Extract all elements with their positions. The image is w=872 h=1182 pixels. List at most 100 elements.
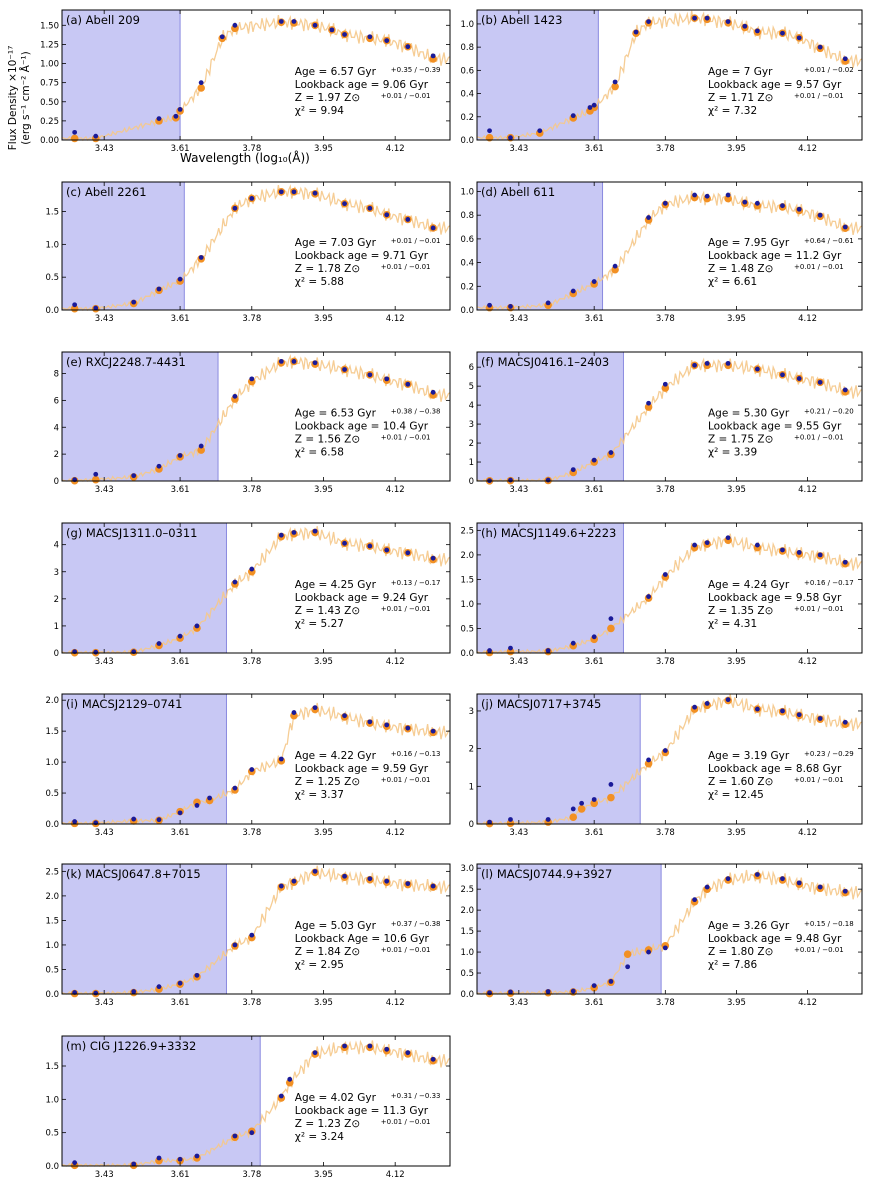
- y-tick-label: 3: [469, 420, 474, 430]
- observed-point: [177, 276, 183, 282]
- fit-point: [70, 304, 79, 313]
- observed-point: [508, 304, 513, 309]
- stat-age-error: +0.13 / −0.17: [391, 579, 441, 587]
- stat-age-error: +0.15 / −0.18: [804, 920, 854, 928]
- stat-age: Age = 6.53 Gyr: [295, 408, 377, 420]
- x-tick-label: 3.43: [509, 828, 528, 838]
- x-tick-label: 3.78: [242, 314, 261, 324]
- y-tick-label: 3.0: [460, 864, 474, 874]
- panel-title: (c) Abell 2261: [66, 185, 147, 199]
- x-tick-label: 3.43: [95, 314, 114, 324]
- observed-point: [312, 22, 318, 28]
- observed-point: [591, 102, 597, 108]
- y-tick-label: 1.5: [45, 208, 59, 218]
- x-tick-label: 3.43: [509, 657, 528, 667]
- observed-point: [646, 757, 651, 763]
- y-tick-label: 0.4: [460, 259, 474, 269]
- stat-age: Age = 7.03 Gyr: [295, 237, 377, 249]
- observed-point: [367, 876, 373, 882]
- x-tick-label: 3.78: [242, 1170, 261, 1180]
- observed-point: [177, 980, 183, 986]
- observed-point: [287, 1076, 293, 1082]
- observed-point: [249, 196, 255, 201]
- observed-point: [312, 868, 318, 874]
- blue-shaded-region: [62, 352, 219, 481]
- stat-lookback: Lookback age = 8.68 Gyr: [708, 763, 842, 775]
- observed-point: [646, 19, 651, 25]
- stat-chi2: χ² = 7.32: [708, 105, 757, 117]
- observed-point: [842, 56, 848, 62]
- observed-point: [725, 19, 731, 25]
- observed-point: [646, 949, 651, 955]
- y-axis-label-line1: Flux Density ×10⁻¹⁷: [7, 46, 19, 151]
- stat-chi2: χ² = 9.94: [295, 105, 344, 117]
- x-tick-label: 3.95: [314, 1170, 333, 1180]
- x-tick-label: 3.95: [314, 657, 333, 667]
- y-tick-label: 0.5: [45, 273, 59, 283]
- x-tick-label: 3.61: [585, 485, 604, 495]
- stat-metallicity: Z = 1.43 Z⊙: [295, 605, 360, 617]
- x-tick-label: 3.78: [242, 828, 261, 838]
- stat-lookback: Lookback age = 11.2 Gyr: [708, 250, 842, 262]
- observed-point: [842, 224, 848, 230]
- observed-point: [405, 725, 411, 731]
- observed-point: [692, 362, 698, 368]
- observed-point: [232, 22, 238, 28]
- fit-point: [607, 793, 615, 802]
- fit-point: [197, 84, 205, 92]
- observed-point: [72, 302, 78, 308]
- plot-frame: [61, 181, 451, 311]
- observed-point: [591, 983, 597, 989]
- stat-age-error: +0.23 / −0.29: [804, 750, 854, 758]
- panel-3: 0.0 0.2 0.4 0.6 0.8 1.0 3.43 3.61 3.78 3.95 4.12 (d…: [460, 181, 863, 324]
- observed-point: [312, 190, 318, 196]
- x-tick-label: 3.95: [727, 485, 746, 495]
- observed-point: [742, 199, 748, 205]
- panel-title: (e) RXCJ2248.7-4431: [66, 355, 186, 369]
- panel-title: (l) MACSJ0744.9+3927: [481, 867, 612, 881]
- stat-age: Age = 4.22 Gyr: [295, 750, 377, 762]
- y-tick-label: 1.50: [40, 21, 59, 31]
- observed-point: [156, 984, 162, 990]
- observed-point: [93, 649, 99, 655]
- observed-point: [796, 376, 802, 381]
- x-tick-label: 3.61: [171, 657, 190, 667]
- y-tick-label: 1.0: [45, 240, 59, 250]
- observed-point: [131, 816, 137, 822]
- panel-9: 0 1 2 3 3.43 3.61 3.78 3.95 4.12 (j) MACSJ0717+37…: [469, 693, 863, 838]
- x-tick-label: 3.95: [727, 314, 746, 324]
- observed-point: [842, 559, 848, 565]
- panel-6: 0 1 2 3 4 3.43 3.61 3.78 3.95 4.12 (g) MACSJ1311.0…: [54, 522, 451, 667]
- stat-lookback: Lookback age = 11.3 Gyr: [295, 1105, 429, 1117]
- y-tick-label: 1.0: [460, 948, 474, 958]
- x-tick-label: 3.95: [314, 485, 333, 495]
- observed-point: [291, 189, 297, 195]
- stat-lookback: Lookback age = 9.71 Gyr: [295, 250, 429, 262]
- observed-point: [430, 225, 436, 231]
- x-tick-label: 3.78: [242, 657, 261, 667]
- x-tick-label: 4.12: [798, 828, 817, 838]
- y-tick-label: 1: [469, 782, 474, 792]
- y-tick-label: 0.25: [40, 117, 59, 127]
- observed-point: [796, 206, 802, 212]
- observed-point: [405, 550, 411, 556]
- panel-2: 0.0 0.5 1.0 1.5 3.43 3.61 3.78 3.95 4.12 (c) Abel…: [45, 181, 451, 324]
- x-tick-label: 3.61: [171, 144, 190, 154]
- x-tick-label: 3.95: [314, 828, 333, 838]
- observed-point: [754, 542, 760, 548]
- stat-chi2: χ² = 2.95: [295, 959, 344, 971]
- y-tick-label: 0.0: [45, 1162, 59, 1172]
- observed-point: [194, 623, 200, 629]
- y-tick-label: 0.0: [460, 649, 474, 659]
- observed-point: [591, 634, 597, 640]
- observed-point: [570, 467, 576, 473]
- blue-shaded-region: [477, 523, 624, 653]
- y-tick-label: 0.2: [460, 113, 474, 123]
- x-tick-label: 4.12: [798, 314, 817, 324]
- stat-age: Age = 4.02 Gyr: [295, 1092, 377, 1104]
- observed-point: [817, 44, 823, 50]
- observed-point: [156, 286, 162, 292]
- x-tick-label: 3.43: [95, 485, 114, 495]
- panel-0: 0.00 0.25 0.50 0.75 1.00 1.25 1.50 3.43 3.61 3.78…: [40, 9, 451, 154]
